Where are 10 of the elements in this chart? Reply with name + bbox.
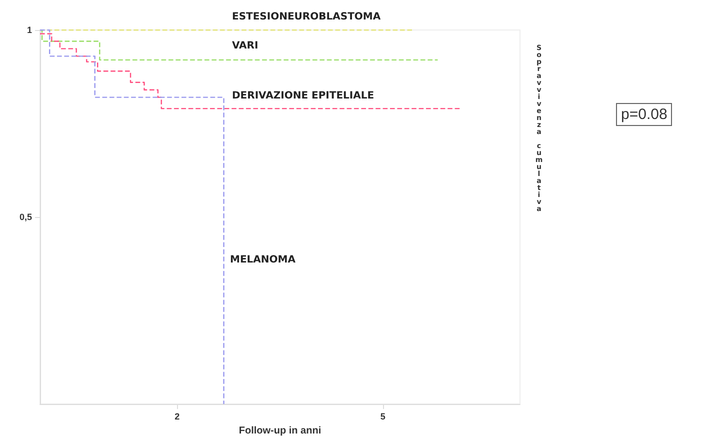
y-tick-label: 0,5 bbox=[19, 212, 32, 222]
x-axis-title: Follow-up in anni bbox=[238, 426, 322, 436]
y-tick-label: 1 bbox=[26, 25, 32, 35]
series-label: MELANOMA bbox=[230, 254, 296, 266]
series-label: ESTESIONEUROBLASTOMA bbox=[232, 12, 381, 22]
x-tick-label: 2 bbox=[174, 412, 180, 422]
series-label: VARI bbox=[232, 40, 258, 52]
x-tick-label: 5 bbox=[380, 412, 386, 422]
series-label: DERIVAZIONE EPITELIALE bbox=[232, 90, 374, 102]
text: p=0.08 bbox=[616, 103, 672, 126]
